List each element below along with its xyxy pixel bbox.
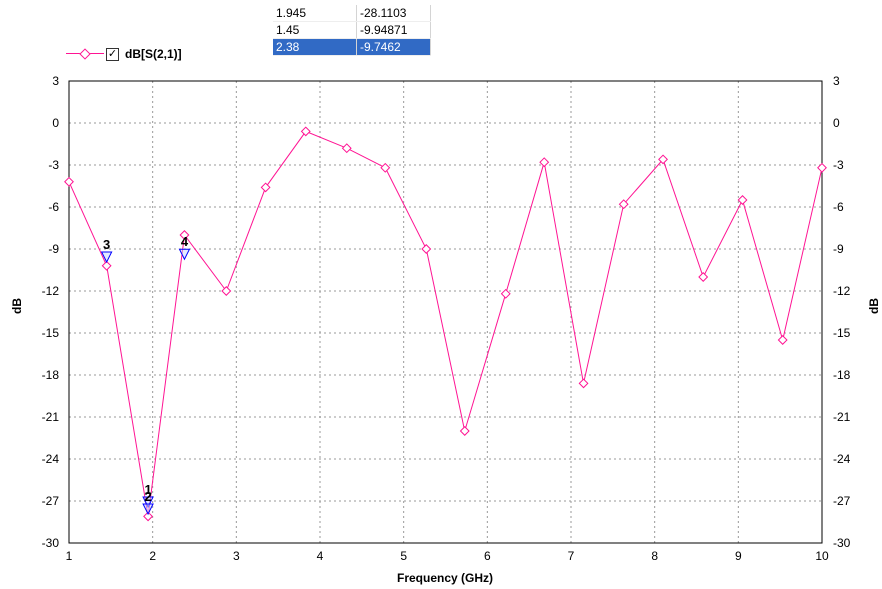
data-series bbox=[64, 126, 827, 522]
y-tick-label-right: -6 bbox=[833, 200, 844, 214]
data-point bbox=[658, 154, 668, 165]
series-line bbox=[68, 130, 823, 517]
data-point bbox=[380, 162, 391, 173]
y-tick-label-right: 0 bbox=[833, 116, 840, 130]
data-point bbox=[578, 378, 589, 389]
y-tick-label-left: -6 bbox=[48, 200, 59, 214]
marker-frequency-cell: 2.38 bbox=[273, 38, 357, 56]
y-tick-label-left: -21 bbox=[42, 410, 60, 424]
data-point bbox=[539, 157, 550, 168]
y-tick-label-left: -12 bbox=[42, 284, 60, 298]
y-tick-label-left: -24 bbox=[42, 452, 60, 466]
legend-visibility-checkbox[interactable]: ✓ bbox=[106, 47, 119, 61]
x-tick-label: 6 bbox=[484, 549, 491, 563]
marker-triangle-icon bbox=[142, 503, 154, 516]
legend-series-label: dB[S(2,1)] bbox=[125, 47, 182, 61]
data-point bbox=[817, 162, 827, 173]
data-point bbox=[260, 182, 271, 193]
marker-row[interactable]: 1.945 -28.1103 bbox=[273, 5, 431, 22]
x-tick-label: 7 bbox=[568, 549, 575, 563]
axis-tick-labels: 1 2 3 4 5 6 7 8 9 103 30 0-3 -3-6 -6-9 -9-12 -12-15 -15-… bbox=[42, 74, 851, 563]
data-point bbox=[500, 288, 511, 299]
data-point bbox=[64, 176, 74, 187]
x-tick-label: 1 bbox=[66, 549, 73, 563]
y-tick-label-left: -18 bbox=[42, 368, 60, 382]
y-tick-label-left: 0 bbox=[52, 116, 59, 130]
data-point bbox=[698, 272, 709, 282]
x-tick-label: 3 bbox=[233, 549, 240, 563]
y-tick-label-right: -30 bbox=[833, 536, 851, 550]
data-point bbox=[618, 199, 629, 210]
marker-readout-table: 1.945 -28.1103 1.45 -9.94871 2.38 -9.746… bbox=[273, 5, 431, 56]
x-tick-label: 9 bbox=[735, 549, 742, 563]
data-point bbox=[737, 195, 748, 205]
marker-frequency-cell: 1.45 bbox=[273, 21, 357, 39]
y-tick-label-right: -15 bbox=[833, 326, 851, 340]
marker-value-cell: -28.1103 bbox=[356, 5, 431, 22]
marker-label: 2 bbox=[144, 489, 151, 504]
grid bbox=[69, 81, 822, 543]
marker-row-selected[interactable]: 2.38 -9.7462 bbox=[273, 38, 431, 56]
marker-triangle-icon bbox=[100, 251, 113, 264]
marker-value-cell: -9.7462 bbox=[356, 38, 431, 56]
marker-label: 1 bbox=[144, 482, 151, 497]
x-tick-label: 8 bbox=[651, 549, 658, 563]
marker-triangle-icon bbox=[142, 496, 154, 509]
data-point bbox=[459, 426, 470, 436]
y-tick-label-right: -12 bbox=[833, 284, 851, 298]
x-tick-label: 10 bbox=[815, 549, 829, 563]
marker-frequency-cell: 1.945 bbox=[273, 5, 357, 22]
data-point bbox=[101, 260, 112, 271]
x-tick-label: 2 bbox=[149, 549, 156, 563]
y-tick-label-left: -3 bbox=[48, 158, 59, 172]
chart-legend: ✓ dB[S(2,1)] bbox=[66, 45, 182, 63]
data-point bbox=[777, 335, 788, 345]
x-tick-label: 5 bbox=[400, 549, 407, 563]
y-tick-label-right: 3 bbox=[833, 74, 840, 88]
y-tick-label-left: -27 bbox=[42, 494, 60, 508]
marker-row[interactable]: 1.45 -9.94871 bbox=[273, 21, 431, 39]
marker-annotations: 12 3 4 bbox=[100, 234, 191, 516]
y-tick-label-left: -30 bbox=[42, 536, 60, 550]
marker-label: 4 bbox=[181, 234, 189, 249]
y-tick-label-left: -15 bbox=[42, 326, 60, 340]
data-point bbox=[421, 244, 432, 254]
data-point bbox=[221, 286, 232, 296]
x-tick-label: 4 bbox=[317, 549, 324, 563]
data-point bbox=[179, 230, 190, 240]
plot-area-frame bbox=[68, 80, 823, 544]
data-point bbox=[300, 126, 311, 137]
y-tick-label-left: -9 bbox=[48, 242, 59, 256]
data-point bbox=[143, 511, 154, 522]
x-axis-label: Frequency (GHz) bbox=[397, 571, 493, 585]
y-tick-label-right: -21 bbox=[833, 410, 851, 424]
y-tick-label-right: -27 bbox=[833, 494, 851, 508]
y-axis-label-right: dB bbox=[867, 298, 881, 314]
y-tick-label-right: -24 bbox=[833, 452, 851, 466]
y-tick-label-left: 3 bbox=[52, 74, 59, 88]
y-tick-label-right: -9 bbox=[833, 242, 844, 256]
marker-label: 3 bbox=[103, 237, 110, 252]
y-tick-label-right: -3 bbox=[833, 158, 844, 172]
marker-triangle-icon bbox=[178, 248, 191, 261]
y-tick-label-right: -18 bbox=[833, 368, 851, 382]
data-point bbox=[341, 143, 352, 154]
legend-line-swatch-icon bbox=[66, 48, 104, 60]
y-axis-label-left: dB bbox=[10, 298, 24, 314]
marker-value-cell: -9.94871 bbox=[356, 21, 431, 39]
